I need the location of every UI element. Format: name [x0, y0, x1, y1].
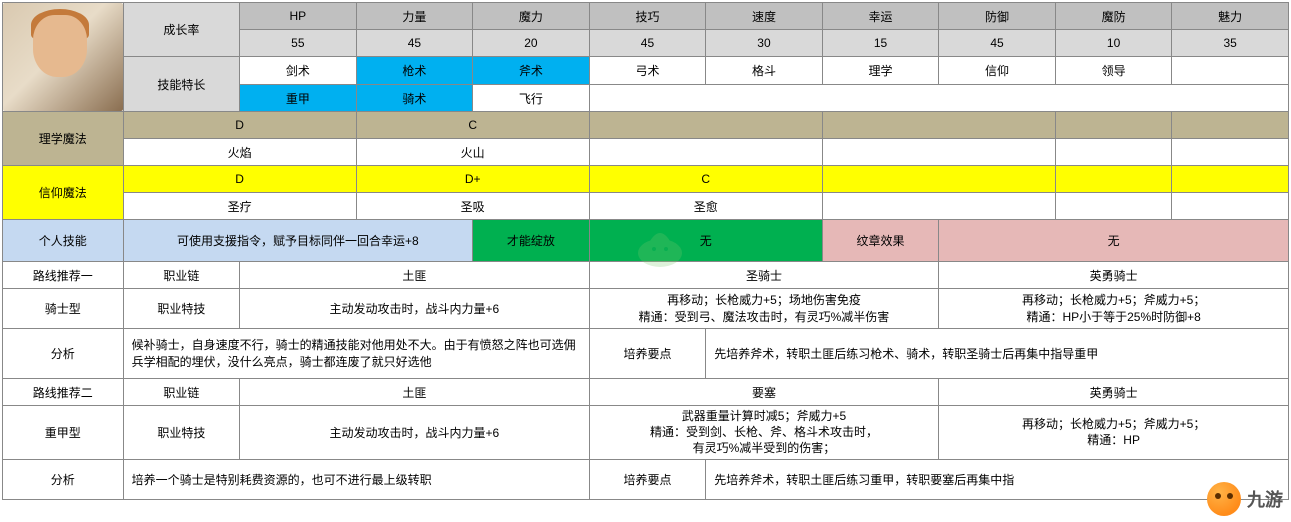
reason-label: 理学魔法: [3, 112, 124, 166]
skill-cell: 斧术: [473, 57, 590, 85]
skill-cell: 格斗: [706, 57, 823, 85]
route2-analysis: 培养一个骑士是特别耗费资源的，也可不进行最上级转职: [123, 459, 589, 499]
stat-hdr: 防御: [939, 3, 1056, 30]
route1-class1: 土匪: [240, 262, 590, 289]
stat-val: 45: [356, 30, 473, 57]
route2-class2: 要塞: [589, 379, 939, 406]
reason-spell: [1055, 139, 1172, 166]
character-portrait: [3, 3, 123, 111]
faith-rank: [822, 166, 1055, 193]
skill-cell: 枪术: [356, 57, 473, 85]
reason-spell: [589, 139, 822, 166]
talent-bloom-label: 才能绽放: [473, 220, 590, 262]
crest-val: 无: [939, 220, 1289, 262]
personal-label: 个人技能: [3, 220, 124, 262]
stat-hdr: HP: [240, 3, 357, 30]
reason-rank: D: [123, 112, 356, 139]
route2-class3: 英勇骑士: [939, 379, 1289, 406]
brand-logo: 九游: [1207, 482, 1283, 516]
chain-label: 职业链: [123, 262, 240, 289]
faith-label: 信仰魔法: [3, 166, 124, 220]
brand-text: 九游: [1247, 486, 1283, 512]
faith-rank: C: [589, 166, 822, 193]
brand-icon: [1207, 482, 1241, 516]
skill-cell: 骑术: [356, 85, 473, 112]
faith-spell: 圣疗: [123, 193, 356, 220]
skill-cell: 剑术: [240, 57, 357, 85]
route1-train: 先培养斧术，转职土匪后练习枪术、骑术，转职圣骑士后再集中指导重甲: [706, 329, 1289, 379]
route2-mid: 武器重量计算时减5；斧威力+5精通：受到剑、长枪、斧、格斗术攻击时，有灵巧%减半…: [589, 406, 939, 460]
personal-desc: 可使用支援指令，赋予目标同伴一回合幸运+8: [123, 220, 473, 262]
train-label: 培养要点: [589, 329, 706, 379]
skill-cell: 弓术: [589, 57, 706, 85]
stat-hdr: 魔力: [473, 3, 590, 30]
knight-type-label: 骑士型: [3, 289, 124, 329]
skill-cell: 理学: [822, 57, 939, 85]
route2-right: 再移动；长枪威力+5；斧威力+5；精通：HP: [939, 406, 1289, 460]
chain-label: 职业特技: [123, 289, 240, 329]
portrait-cell: [3, 3, 124, 112]
route1-class2: 圣骑士: [589, 262, 939, 289]
route2-label: 路线推荐二: [3, 379, 124, 406]
reason-rank: C: [356, 112, 589, 139]
faith-rank: D: [123, 166, 356, 193]
stat-val: 15: [822, 30, 939, 57]
chain-label: 职业链: [123, 379, 240, 406]
faith-spell: [822, 193, 1055, 220]
route1-analysis: 候补骑士，自身速度不行，骑士的精通技能对他用处不大。由于有愤怒之阵也可选佣兵学相…: [123, 329, 589, 379]
stat-hdr: 魔防: [1055, 3, 1172, 30]
train-label: 培养要点: [589, 459, 706, 499]
faith-rank: [1055, 166, 1172, 193]
stat-hdr: 力量: [356, 3, 473, 30]
stat-hdr: 魅力: [1172, 3, 1289, 30]
reason-rank: [589, 112, 822, 139]
skill-cell: 信仰: [939, 57, 1056, 85]
route1-label: 路线推荐一: [3, 262, 124, 289]
char-build-table: 成长率 HP 力量 魔力 技巧 速度 幸运 防御 魔防 魅力 55 45 20 …: [2, 2, 1289, 500]
reason-spell: [822, 139, 1055, 166]
skill-cell: 重甲: [240, 85, 357, 112]
faith-spell: 圣愈: [589, 193, 822, 220]
route2-train: 先培养斧术，转职土匪后练习重甲，转职要塞后再集中指: [706, 459, 1289, 499]
heavy-type-label: 重甲型: [3, 406, 124, 460]
skill-cell: 飞行: [473, 85, 590, 112]
talent-bloom-val: 无: [589, 220, 822, 262]
route2-skill: 主动发动攻击时，战斗内力量+6: [240, 406, 590, 460]
faith-rank: D+: [356, 166, 589, 193]
reason-rank: [822, 112, 1055, 139]
stat-val: 35: [1172, 30, 1289, 57]
stat-val: 45: [589, 30, 706, 57]
stat-hdr: 速度: [706, 3, 823, 30]
route1-right: 再移动；长枪威力+5；斧威力+5；精通：HP小于等于25%时防御+8: [939, 289, 1289, 329]
faith-spell: [1055, 193, 1172, 220]
route1-mid: 再移动；长枪威力+5；场地伤害免疫精通：受到弓、魔法攻击时，有灵巧%减半伤害: [589, 289, 939, 329]
reason-spell: 火山: [356, 139, 589, 166]
faith-spell: 圣吸: [356, 193, 589, 220]
stat-val: 45: [939, 30, 1056, 57]
reason-spell: 火焰: [123, 139, 356, 166]
analysis-label: 分析: [3, 459, 124, 499]
empty-cell: [589, 85, 1288, 112]
skillspec-label: 技能特长: [123, 57, 240, 112]
faith-rank: [1172, 166, 1289, 193]
stat-val: 55: [240, 30, 357, 57]
stat-val: 30: [706, 30, 823, 57]
reason-rank: [1172, 112, 1289, 139]
analysis-label: 分析: [3, 329, 124, 379]
stat-hdr: 技巧: [589, 3, 706, 30]
route1-class3: 英勇骑士: [939, 262, 1289, 289]
stat-hdr: 幸运: [822, 3, 939, 30]
growth-label: 成长率: [123, 3, 240, 57]
crest-label: 纹章效果: [822, 220, 939, 262]
faith-spell: [1172, 193, 1289, 220]
stat-val: 10: [1055, 30, 1172, 57]
chain-label: 职业特技: [123, 406, 240, 460]
skill-cell: [1172, 57, 1289, 85]
route1-skill: 主动发动攻击时，战斗内力量+6: [240, 289, 590, 329]
skill-cell: 领导: [1055, 57, 1172, 85]
stat-val: 20: [473, 30, 590, 57]
reason-spell: [1172, 139, 1289, 166]
route2-class1: 土匪: [240, 379, 590, 406]
reason-rank: [1055, 112, 1172, 139]
